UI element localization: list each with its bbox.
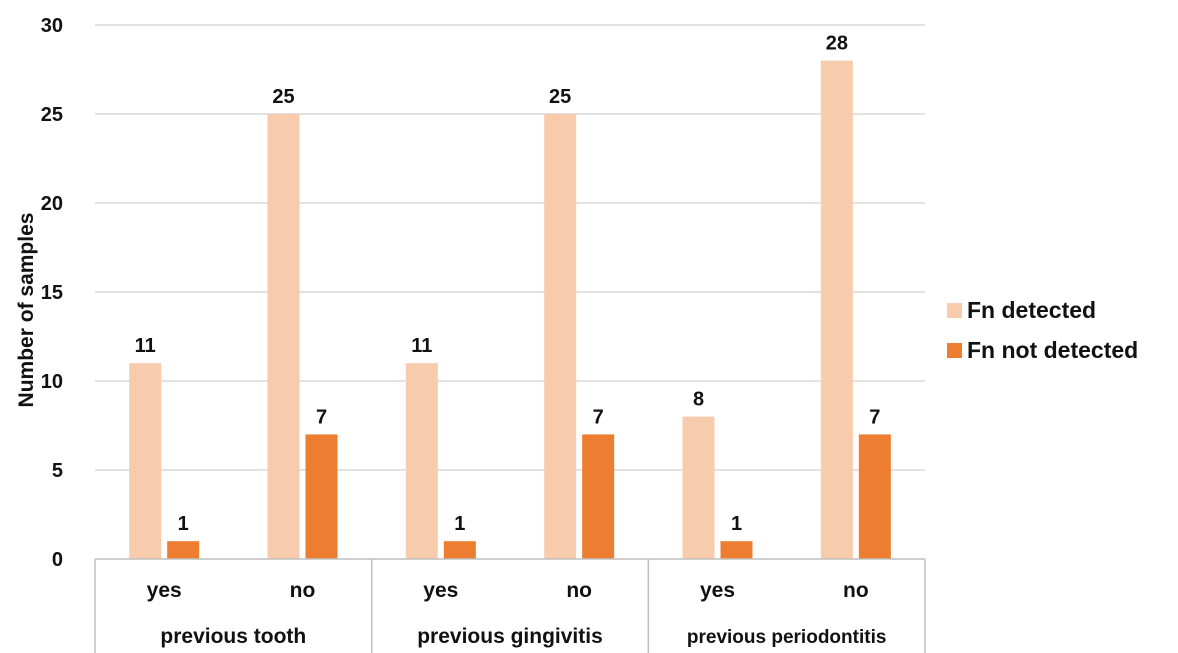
group-label: previous gingivitis bbox=[417, 625, 603, 648]
bar bbox=[544, 114, 577, 559]
bars bbox=[129, 60, 891, 559]
legend-swatch bbox=[947, 303, 962, 318]
bar bbox=[305, 434, 338, 559]
x-tick-label: yes bbox=[423, 579, 458, 602]
y-tick-label: 15 bbox=[41, 282, 63, 304]
axes: 0 5 10 15 20 25 30 yes no yes no yes no previous toot… bbox=[41, 15, 926, 653]
bar bbox=[720, 541, 753, 559]
bar bbox=[267, 114, 300, 559]
x-tick-label: yes bbox=[147, 579, 182, 602]
group-label: previous periodontitis bbox=[687, 627, 887, 648]
legend-label: Fn not detected bbox=[967, 337, 1138, 363]
legend: Fn detected Fn not detected bbox=[947, 297, 1138, 363]
data-labels: 11 25 11 25 8 28 1 7 1 7 1 7 bbox=[135, 33, 881, 536]
data-label: 7 bbox=[869, 406, 880, 428]
bar bbox=[858, 434, 891, 559]
data-label: 11 bbox=[135, 335, 156, 357]
bar bbox=[582, 434, 615, 559]
data-label: 25 bbox=[272, 86, 294, 108]
y-tick-label: 0 bbox=[52, 549, 63, 571]
bar bbox=[129, 363, 162, 559]
data-label: 25 bbox=[549, 86, 571, 108]
data-label: 1 bbox=[178, 513, 189, 535]
y-tick-label: 25 bbox=[41, 104, 63, 126]
y-tick-label: 10 bbox=[41, 371, 63, 393]
data-label: 11 bbox=[411, 335, 432, 357]
data-label: 1 bbox=[454, 513, 465, 535]
gridlines bbox=[95, 24, 925, 471]
y-tick-label: 5 bbox=[52, 460, 63, 482]
bar bbox=[682, 416, 715, 559]
bar bbox=[443, 541, 476, 559]
bar bbox=[405, 363, 438, 559]
legend-swatch bbox=[947, 343, 962, 358]
data-label: 28 bbox=[826, 33, 848, 55]
data-label: 7 bbox=[593, 406, 604, 428]
legend-label: Fn detected bbox=[967, 297, 1096, 323]
x-tick-label: no bbox=[566, 579, 592, 602]
y-axis-label: Number of samples bbox=[15, 213, 38, 408]
data-label: 8 bbox=[693, 389, 704, 411]
group-label: previous tooth bbox=[160, 625, 306, 648]
data-label: 1 bbox=[731, 513, 742, 535]
data-label: 7 bbox=[316, 406, 327, 428]
x-tick-label: no bbox=[843, 579, 869, 602]
y-tick-label: 30 bbox=[41, 15, 63, 37]
x-tick-label: no bbox=[290, 579, 316, 602]
bar bbox=[167, 541, 200, 559]
x-tick-label: yes bbox=[700, 579, 735, 602]
bar bbox=[820, 60, 853, 559]
y-tick-label: 20 bbox=[41, 193, 63, 215]
